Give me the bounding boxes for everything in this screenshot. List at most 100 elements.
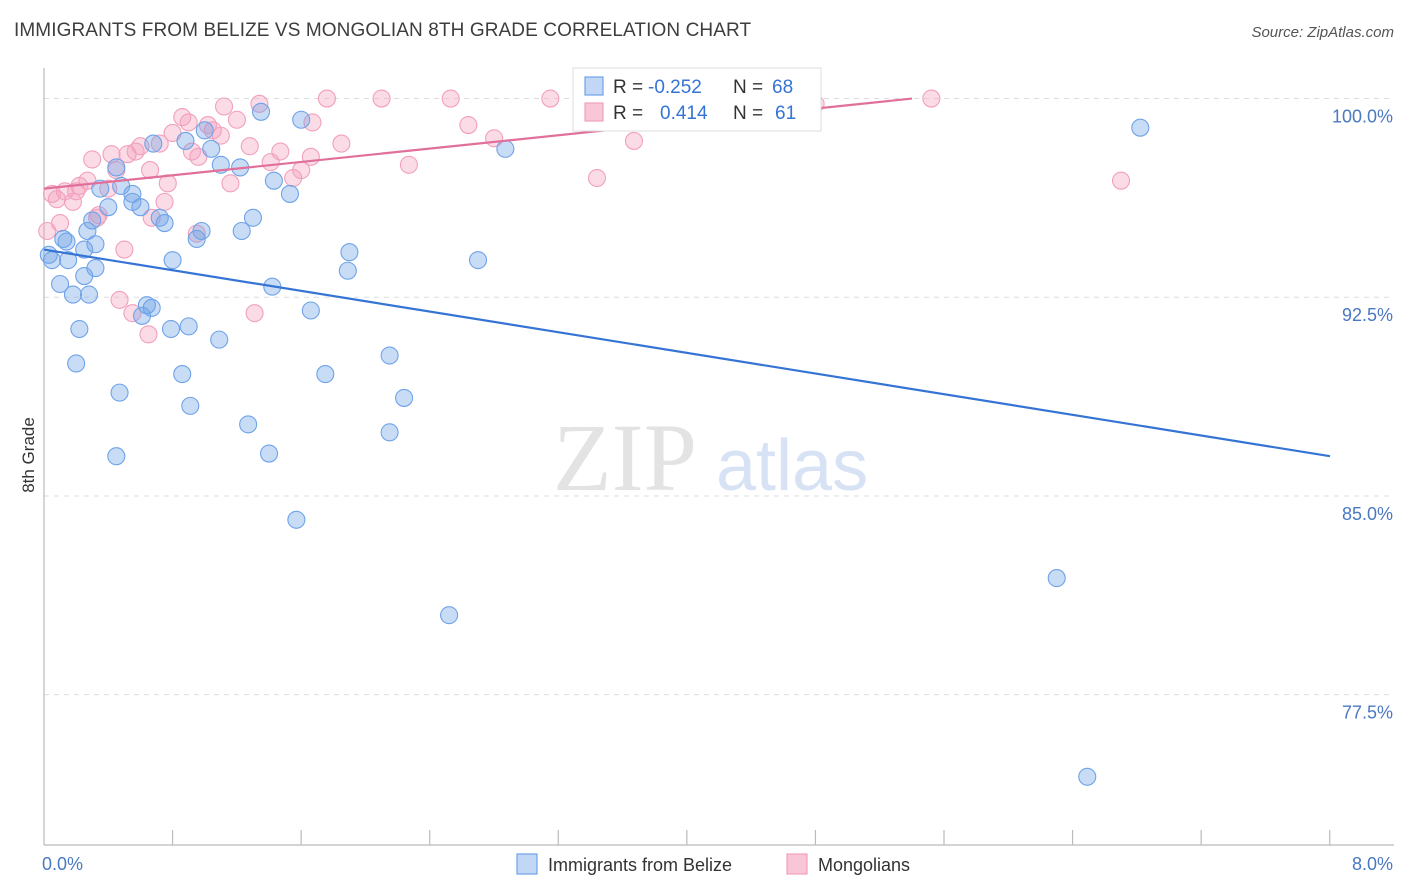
point-mongolians-20 [189, 147, 208, 166]
point-belize-26 [195, 121, 214, 140]
legend-swatch-mongolians [786, 853, 808, 875]
point-mongolians-54 [67, 182, 86, 201]
point-belize-57 [380, 346, 399, 365]
point-belize-22 [163, 251, 182, 270]
y-tick-label-3: 77.5% [1342, 703, 1393, 723]
point-belize-13 [91, 179, 110, 198]
y-tick-label-1: 92.5% [1342, 305, 1393, 325]
source-label: Source: ZipAtlas.com [1251, 24, 1394, 41]
point-belize-58 [380, 423, 399, 442]
watermark-zip: ZIP [553, 404, 697, 511]
point-belize-59 [395, 388, 414, 407]
point-mongolians-44 [1111, 171, 1131, 190]
point-belize-37 [301, 301, 320, 320]
point-mongolians-45 [87, 208, 107, 227]
point-mongolians-52 [245, 304, 264, 323]
point-belize-38 [259, 444, 279, 463]
point-belize-54 [287, 510, 306, 529]
point-mongolians-53 [198, 115, 218, 135]
point-mongolians-25 [240, 137, 259, 156]
point-belize-21 [155, 214, 174, 233]
point-belize-60 [440, 606, 459, 625]
point-mongolians-43 [922, 89, 941, 108]
x-axis-tick-labels: 0.0% 8.0% [42, 854, 1393, 874]
point-mongolians-49 [155, 192, 174, 211]
point-belize-15 [107, 158, 126, 177]
point-belize-30 [232, 221, 251, 241]
point-mongolians-15 [150, 134, 169, 153]
point-mongolians-40 [587, 168, 607, 188]
legend: Immigrants from Belize Mongolians [516, 853, 910, 875]
x-tick-label-1: 8.0% [1352, 854, 1393, 874]
stats-n-value-2: 61 [775, 103, 796, 124]
point-mongolians-17 [163, 123, 182, 143]
point-belize-44 [181, 396, 200, 415]
y-axis-tick-labels: 100.0% 92.5% 85.0% 77.5% [1332, 107, 1393, 723]
stats-n-value-1: 68 [772, 77, 793, 98]
point-belize-43 [173, 365, 192, 384]
point-mongolians-39 [541, 89, 560, 108]
point-belize-1 [42, 251, 62, 270]
point-mongolians-35 [399, 155, 418, 174]
y-axis-label: 8th Grade [19, 417, 38, 493]
point-mongolians-24 [227, 110, 246, 129]
stats-n-label-1: N = [733, 77, 763, 98]
stats-n-label-2: N = [733, 103, 763, 124]
point-mongolians-31 [303, 113, 322, 132]
point-mongolians-4 [63, 192, 82, 211]
point-belize-65 [1078, 767, 1097, 786]
point-belize-25 [192, 221, 211, 241]
point-mongolians-36 [441, 89, 460, 108]
point-mongolians-50 [187, 224, 206, 243]
point-belize-9 [75, 240, 94, 259]
stats-r-label-2: R = [613, 103, 643, 124]
stats-r-label-1: R = [613, 77, 643, 98]
point-belize-56 [340, 243, 359, 262]
y-tick-label-0: 100.0% [1332, 107, 1393, 127]
point-belize-10 [78, 221, 97, 241]
point-belize-42 [179, 317, 198, 336]
point-mongolians-0 [38, 221, 57, 241]
point-mongolians-55 [51, 214, 70, 233]
point-mongolians-32 [317, 89, 336, 108]
x-tick-label-0: 0.0% [42, 854, 83, 874]
point-belize-49 [123, 184, 142, 203]
legend-swatch-belize [516, 853, 538, 875]
point-belize-3 [54, 229, 73, 249]
stats-swatch-blue [584, 76, 604, 96]
point-belize-55 [338, 261, 357, 280]
point-belize-50 [110, 383, 129, 402]
point-mongolians-12 [126, 142, 145, 161]
watermark-atlas: atlas [716, 426, 868, 506]
legend-label-belize: Immigrants from Belize [548, 855, 732, 875]
stats-box: R = -0.252 N = 68 R = 0.414 N = 61 [572, 67, 822, 132]
point-belize-39 [316, 365, 335, 384]
point-belize-62 [496, 139, 515, 158]
point-belize-12 [83, 211, 102, 230]
point-belize-45 [161, 319, 181, 339]
y-tick-label-2: 85.0% [1342, 504, 1393, 524]
point-belize-11 [86, 235, 105, 254]
point-mongolians-41 [624, 131, 644, 150]
point-belize-64 [1047, 569, 1066, 588]
point-belize-36 [292, 110, 311, 129]
point-belize-27 [202, 139, 221, 158]
trend-line-belize [43, 248, 1331, 458]
point-mongolians-28 [271, 142, 290, 161]
point-mongolians-51 [221, 174, 240, 193]
point-belize-61 [468, 251, 488, 270]
point-belize-14 [99, 198, 118, 217]
point-belize-53 [79, 285, 99, 304]
point-mongolians-33 [332, 134, 351, 153]
point-belize-32 [251, 102, 271, 121]
point-belize-8 [57, 232, 76, 251]
point-belize-7 [67, 354, 86, 373]
point-belize-41 [210, 330, 229, 349]
point-belize-40 [239, 415, 258, 434]
point-belize-4 [59, 251, 78, 270]
point-mongolians-23 [214, 97, 234, 116]
point-mongolians-59 [292, 161, 311, 180]
point-mongolians-7 [83, 150, 102, 169]
point-belize-6 [70, 319, 89, 339]
